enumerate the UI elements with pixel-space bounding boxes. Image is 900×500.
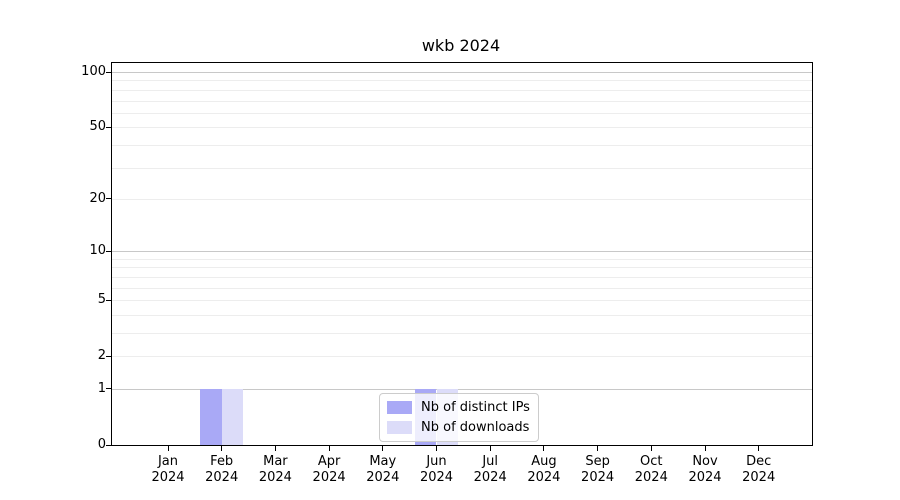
y-gridline-minor (112, 80, 812, 82)
x-tick-label: Nov 2024 (688, 454, 722, 485)
legend-entry-distinct-ips: Nb of distinct IPs (387, 397, 530, 417)
y-gridline-minor (112, 267, 812, 269)
y-gridline-minor (112, 167, 812, 169)
x-axis-tick (650, 446, 652, 451)
x-tick-label: Feb 2024 (205, 454, 239, 485)
y-axis-tick (106, 355, 111, 357)
x-axis-tick (758, 446, 760, 451)
legend-label: Nb of downloads (421, 419, 530, 435)
x-axis-tick (436, 446, 437, 451)
legend-swatch-1 (387, 420, 412, 434)
legend: Nb of distinct IPs Nb of downloads (379, 393, 539, 442)
x-axis-tick (221, 446, 223, 451)
y-gridline-minor (112, 332, 812, 334)
y-axis-tick (106, 388, 111, 390)
y-gridline-minor (112, 100, 812, 102)
legend-label: Nb of distinct IPs (421, 399, 530, 415)
y-tick-label: 5 (97, 292, 106, 308)
y-axis-tick (106, 71, 111, 73)
y-axis-tick (106, 444, 111, 446)
x-axis-tick (543, 446, 545, 451)
chart-title: wkb 2024 (421, 36, 501, 55)
x-tick-label: Mar 2024 (258, 454, 292, 485)
x-tick-label: Oct 2024 (634, 454, 668, 485)
x-tick-label: Dec 2024 (742, 454, 776, 485)
y-axis-tick (106, 198, 111, 200)
y-gridline-major (112, 72, 812, 74)
y-gridline-minor (112, 314, 812, 316)
y-gridline-minor (112, 276, 812, 278)
plot-area: Nb of distinct IPs Nb of downloads 0 1 2 5 1… (81, 62, 813, 485)
y-tick-label: 2 (97, 348, 106, 364)
y-tick-label: 1 (97, 380, 106, 396)
y-gridline-minor (112, 356, 812, 358)
y-gridline-major (112, 251, 812, 253)
x-axis-tick (489, 446, 491, 451)
y-tick-label: 50 (89, 119, 106, 135)
x-axis-tick (167, 446, 169, 451)
y-tick-label: 20 (89, 190, 106, 206)
y-axis-tick (106, 250, 111, 252)
y-tick-label: 10 (89, 243, 106, 259)
y-gridline-minor (112, 258, 812, 260)
y-gridline-minor (112, 198, 812, 200)
y-axis-tick (106, 126, 111, 128)
y-tick-label: 100 (81, 64, 106, 80)
legend-entry-downloads: Nb of downloads (387, 417, 530, 437)
y-tick-label: 0 (97, 437, 106, 452)
y-gridline-minor (112, 144, 812, 146)
x-tick-label: Sep 2024 (581, 454, 615, 485)
legend-swatch-0 (387, 400, 412, 414)
x-axis-tick (704, 446, 706, 451)
x-axis-tick (328, 446, 330, 451)
y-gridline-minor (112, 89, 812, 91)
bar-downloads (221, 389, 244, 445)
y-gridline-minor (112, 287, 812, 289)
x-axis-tick (382, 446, 384, 451)
x-tick-label: Aug 2024 (527, 454, 561, 485)
x-tick-label: Jan 2024 (151, 454, 185, 485)
y-gridline-minor (112, 127, 812, 129)
x-tick-label: May 2024 (366, 454, 400, 485)
bar-distinct-ips (200, 389, 222, 445)
x-tick-label: Jul 2024 (473, 454, 507, 485)
y-gridline-major (112, 388, 812, 390)
y-gridline-minor (112, 112, 812, 114)
x-axis-tick (597, 446, 599, 451)
x-axis-tick (274, 446, 276, 451)
y-gridline-minor (112, 300, 812, 302)
x-tick-label: Jun 2024 (419, 454, 454, 485)
x-tick-label: Apr 2024 (312, 454, 346, 485)
y-axis-tick (106, 299, 111, 301)
